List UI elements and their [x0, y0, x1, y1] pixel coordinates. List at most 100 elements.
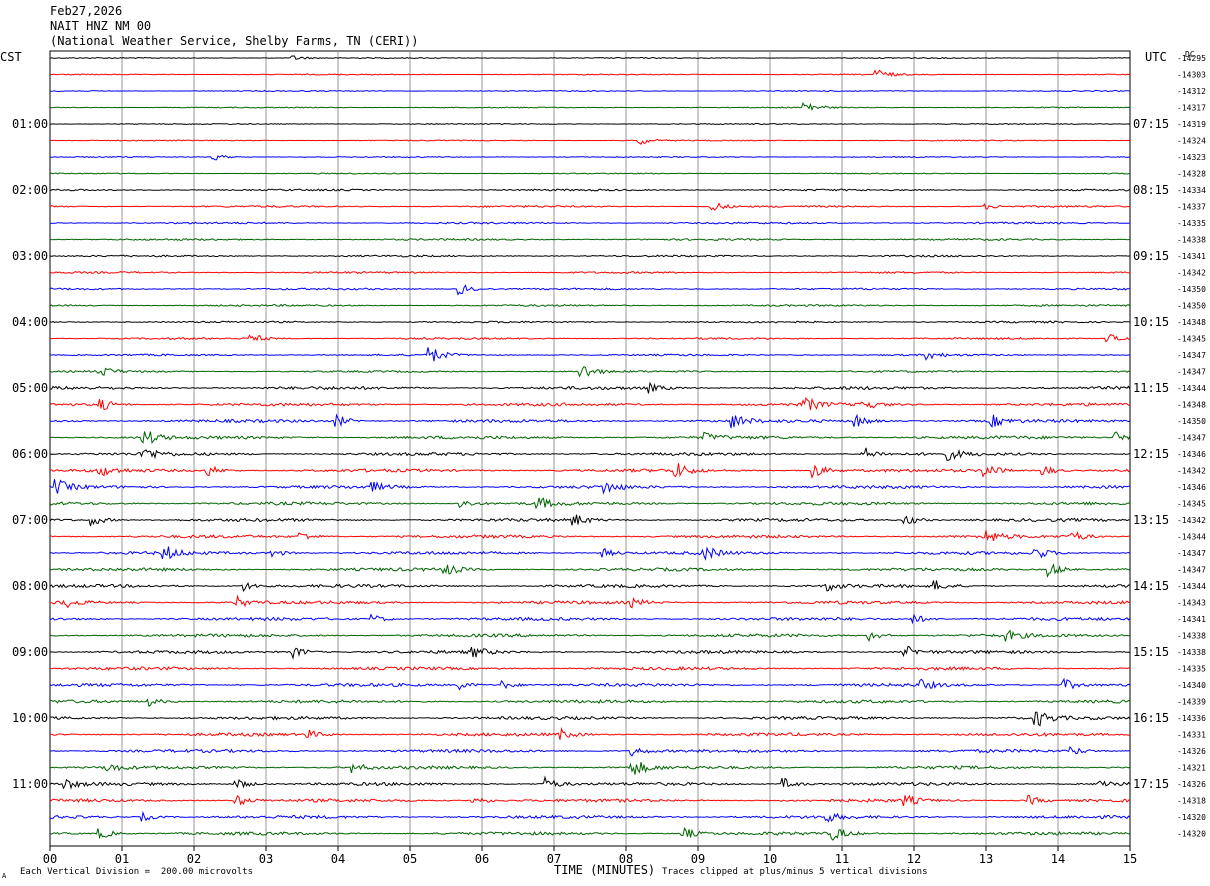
x-axis-title: TIME (MINUTES)	[554, 863, 656, 877]
seismic-trace-row	[49, 396, 1131, 411]
dc-offset-label: -14350	[1177, 417, 1206, 426]
seismic-trace-row	[49, 366, 1131, 378]
seismic-trace-row	[49, 810, 1131, 823]
x-tick-label: 07	[547, 852, 561, 866]
seismic-trace-row	[49, 69, 1131, 78]
seismic-trace-row	[49, 447, 1131, 461]
left-hour-label: 10:00	[12, 711, 48, 725]
dc-offset-label: -14317	[1177, 104, 1206, 113]
left-hour-label: 08:00	[12, 579, 48, 593]
dc-offset-label: -14342	[1177, 269, 1206, 278]
left-axis-title: CST	[0, 50, 22, 64]
dc-offset-label: -14341	[1177, 252, 1206, 261]
dc-offset-label: -14312	[1177, 87, 1206, 96]
dc-offset-label: -14343	[1177, 599, 1206, 608]
grid-layer	[49, 50, 1131, 851]
seismic-trace-row	[49, 55, 1131, 60]
right-hour-label: 09:15	[1133, 249, 1169, 263]
dc-offset-label: -14335	[1177, 665, 1206, 674]
x-tick-label: 00	[43, 852, 57, 866]
left-hour-label: 03:00	[12, 249, 48, 263]
seismic-trace-row	[49, 711, 1131, 727]
seismic-trace-row	[50, 594, 1131, 609]
seismic-trace-row	[49, 629, 1131, 643]
x-tick-label: 09	[691, 852, 705, 866]
left-hour-label: 05:00	[12, 381, 48, 395]
dc-offset-label: -14344	[1177, 533, 1206, 542]
x-tick-label: 03	[259, 852, 273, 866]
dc-offset-label: -14344	[1177, 384, 1206, 393]
right-hour-label: 13:15	[1133, 513, 1169, 527]
seismic-trace-row	[49, 270, 1131, 275]
seismic-trace-row	[49, 563, 1131, 579]
dc-offset-label: -14334	[1177, 186, 1206, 195]
dc-offset-label: -14328	[1177, 170, 1206, 179]
x-tick-label: 12	[907, 852, 921, 866]
left-hour-label: 11:00	[12, 777, 48, 791]
seismic-trace-row	[49, 546, 1131, 561]
dc-offset-label: -14341	[1177, 615, 1206, 624]
label-layer: 00 01 02 03 04 05 06 07 08 09 10 11 12 13 14 15 -14295 -1…	[12, 50, 1206, 866]
seismic-trace-row	[49, 284, 1131, 296]
seismic-trace-row	[49, 530, 1131, 542]
right-hour-label: 12:15	[1133, 447, 1169, 461]
right-hour-label: 07:15	[1133, 117, 1169, 131]
seismic-trace-row	[50, 665, 1131, 671]
seismic-trace-row	[49, 303, 1131, 308]
right-hour-label: 16:15	[1133, 711, 1169, 725]
seismic-trace-row	[49, 254, 1131, 258]
seismic-trace-row	[49, 381, 1131, 394]
dc-offset-label: -14338	[1177, 236, 1206, 245]
seismic-trace-row	[49, 698, 1131, 708]
seismic-trace-row	[49, 827, 1131, 841]
x-tick-label: 13	[979, 852, 993, 866]
scale-note: Each Vertical Division = 200.00 microvol…	[20, 867, 253, 877]
left-hour-label: 06:00	[12, 447, 48, 461]
dc-offset-label: -14326	[1177, 747, 1206, 756]
seismic-trace-row	[49, 188, 1131, 192]
seismic-trace-row	[49, 333, 1131, 343]
dc-offset-label: -14321	[1177, 764, 1206, 773]
dc-offset-label: -14342	[1177, 516, 1206, 525]
seismic-trace-row	[49, 320, 1131, 324]
seismic-trace-row	[49, 775, 1131, 790]
dc-offset-label: -14347	[1177, 434, 1206, 443]
seismic-trace-row	[49, 479, 1131, 495]
dc-offset-label: -14345	[1177, 335, 1206, 344]
seismic-trace-row	[49, 645, 1131, 660]
left-hour-label: 01:00	[12, 117, 48, 131]
seismic-trace-row	[49, 497, 1131, 510]
x-tick-label: 10	[763, 852, 777, 866]
dc-offset-label: -14346	[1177, 483, 1206, 492]
seismic-trace-row	[49, 794, 1131, 807]
dc-offset-label: -14337	[1177, 203, 1206, 212]
seismic-trace-row	[49, 347, 1131, 362]
left-hour-label: 04:00	[12, 315, 48, 329]
seismic-trace-row	[49, 172, 1131, 175]
seismic-trace-row	[49, 762, 1131, 775]
dc-offset-label: -14295	[1177, 54, 1206, 63]
seismic-trace-row	[49, 431, 1131, 444]
left-hour-label: 02:00	[12, 183, 48, 197]
dc-offset-label: -14331	[1177, 731, 1206, 740]
seismic-trace-row	[49, 726, 1131, 740]
left-hour-label: 09:00	[12, 645, 48, 659]
dc-offset-label: -14323	[1177, 153, 1206, 162]
right-axis-title: UTC	[1145, 50, 1167, 64]
seismic-trace-row	[49, 613, 1131, 625]
dc-offset-label: -14350	[1177, 302, 1206, 311]
dc-offset-label: -14326	[1177, 780, 1206, 789]
seismic-trace-row	[49, 514, 1131, 527]
x-tick-label: 04	[331, 852, 345, 866]
dc-offset-label: -14335	[1177, 219, 1206, 228]
dc-offset-label: -14348	[1177, 401, 1206, 410]
x-tick-label: 05	[403, 852, 417, 866]
station-network: (National Weather Service, Shelby Farms,…	[50, 34, 419, 48]
dc-offset-label: -14339	[1177, 698, 1206, 707]
right-hour-label: 08:15	[1133, 183, 1169, 197]
dc-offset-label: -14345	[1177, 500, 1206, 509]
seismic-trace-row	[49, 202, 1131, 211]
right-hour-label: 15:15	[1133, 645, 1169, 659]
x-tick-label: 08	[619, 852, 633, 866]
seismic-trace-row	[49, 463, 1131, 480]
